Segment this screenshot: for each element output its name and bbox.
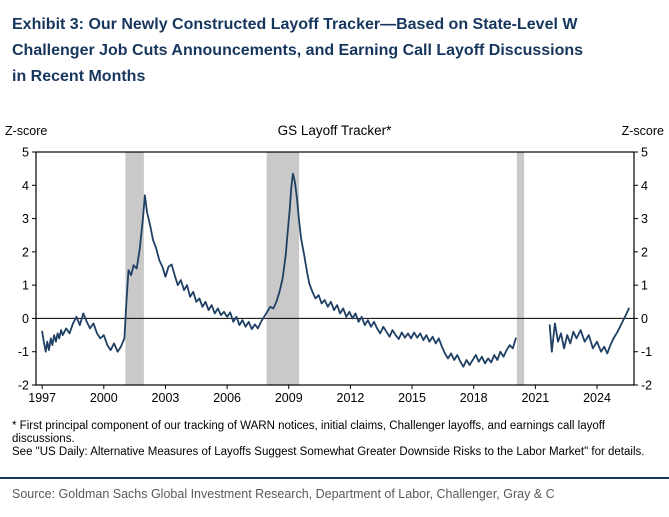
series-line — [548, 307, 630, 355]
x-tick-label: 2000 — [90, 391, 118, 405]
x-tick-label: 1997 — [28, 391, 56, 405]
recession-band — [516, 152, 525, 385]
y-tick-label-right: 2 — [641, 245, 648, 259]
recession-band — [125, 152, 144, 385]
plot-border — [35, 151, 635, 386]
x-tick-label: 2021 — [521, 391, 549, 405]
x-tick-label: 2003 — [152, 391, 180, 405]
y-tick-label-left: 1 — [22, 279, 29, 293]
y-tick-label-left: 0 — [22, 312, 29, 326]
chart-title: GS Layoff Tracker* — [277, 123, 392, 138]
y-axis-label-right: Z-score — [621, 124, 664, 138]
footnote-1: * First principal component of our track… — [12, 420, 605, 445]
x-tick-label: 2018 — [460, 391, 488, 405]
x-tick-label: 2009 — [275, 391, 303, 405]
y-tick-label-right: -2 — [641, 379, 652, 393]
y-tick-label-right: 1 — [641, 279, 648, 293]
x-tick-label: 2015 — [398, 391, 426, 405]
y-tick-label-right: 0 — [641, 312, 648, 326]
exhibit-title: Exhibit 3: Our Newly Constructed Layoff … — [12, 12, 669, 90]
footnotes: * First principal component of our track… — [12, 420, 661, 459]
y-tick-label-right: 5 — [641, 146, 648, 160]
y-tick-label-left: 3 — [22, 212, 29, 226]
y-tick-label-left: 5 — [22, 146, 29, 160]
source-line: Source: Goldman Sachs Global Investment … — [12, 487, 555, 501]
y-tick-label-left: -2 — [18, 379, 29, 393]
x-tick-label: 2006 — [213, 391, 241, 405]
x-tick-label: 2012 — [337, 391, 365, 405]
y-tick-label-left: 2 — [22, 245, 29, 259]
y-tick-label-right: 3 — [641, 212, 648, 226]
chart-area: Z-score GS Layoff Tracker* Z-score -2 -2-… — [0, 118, 669, 428]
divider-rule — [0, 477, 669, 479]
layoff-tracker-chart: -2 -2 -1 -1 0 0 1 1 2 2 3 3 4 4 5 5 1997 2000 2003 2006 2009… — [18, 146, 652, 406]
y-tick-label-right: 4 — [641, 179, 648, 193]
recession-band — [266, 152, 300, 385]
y-tick-label-left: -1 — [18, 345, 29, 359]
exhibit-title-line-1: Exhibit 3: Our Newly Constructed Layoff … — [12, 16, 578, 33]
series-line — [41, 172, 517, 368]
footnote-2: See "US Daily: Alternative Measures of L… — [12, 446, 645, 458]
y-axis-label-left: Z-score — [5, 124, 48, 138]
exhibit-title-line-3: in Recent Months — [12, 68, 146, 85]
y-tick-label-left: 4 — [22, 179, 29, 193]
y-tick-label-right: -1 — [641, 345, 652, 359]
exhibit-title-line-2: Challenger Job Cuts Announcements, and E… — [12, 42, 584, 59]
x-tick-label: 2024 — [583, 391, 611, 405]
